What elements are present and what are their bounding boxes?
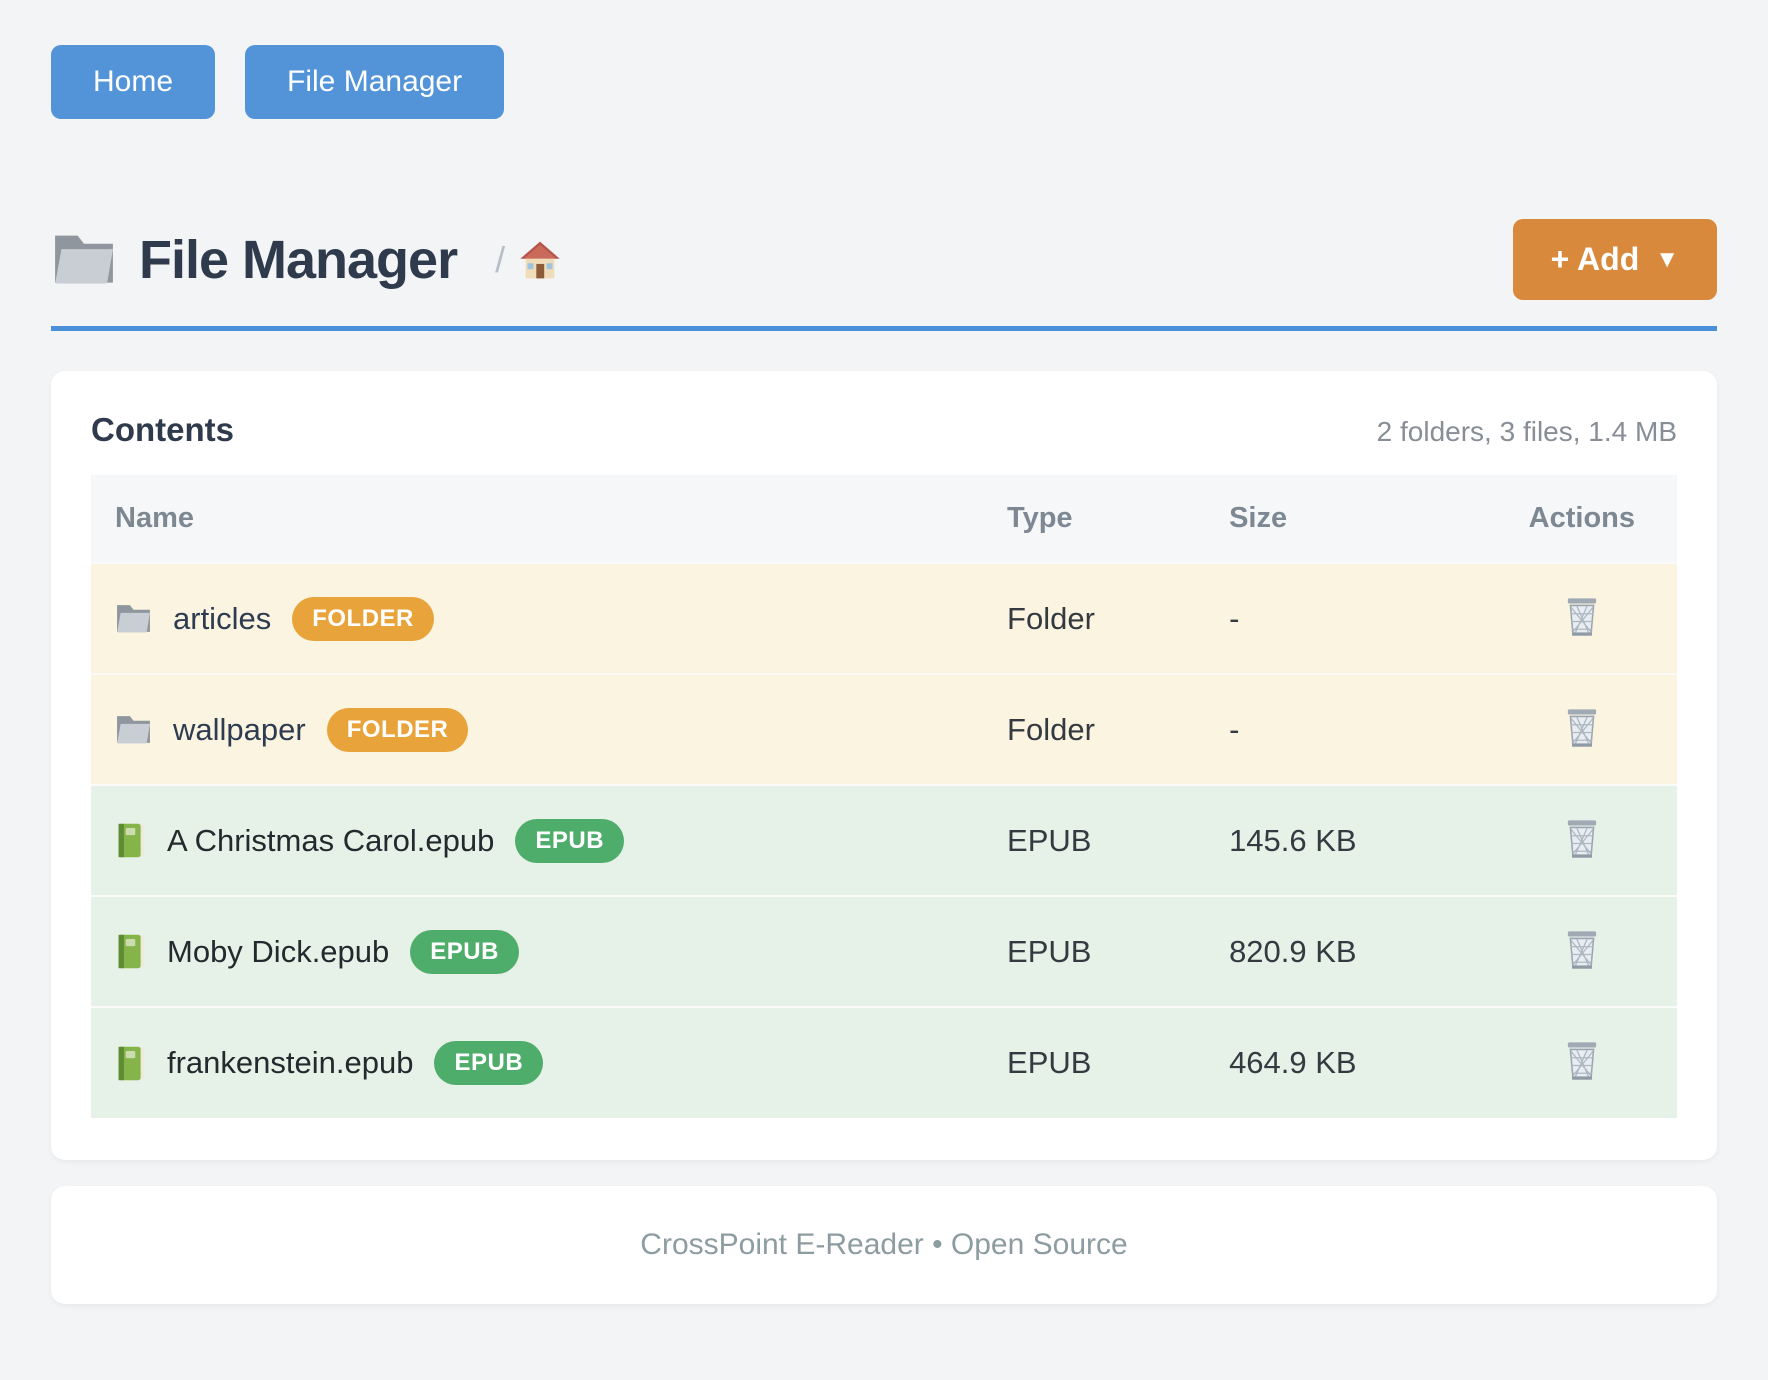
folder-icon (51, 232, 117, 288)
contents-summary: 2 folders, 3 files, 1.4 MB (1376, 416, 1677, 447)
size-cell: - (1217, 673, 1487, 785)
page-header: File Manager / + Add ▼ (51, 219, 1717, 300)
delete-button[interactable] (1560, 1037, 1604, 1088)
type-cell: Folder (995, 673, 1218, 785)
type-cell: EPUB (995, 784, 1218, 896)
table-row[interactable]: articles FOLDER Folder - (91, 562, 1677, 674)
size-cell: 820.9 KB (1217, 895, 1487, 1007)
trash-icon (1564, 708, 1600, 748)
column-header-actions: Actions (1486, 475, 1677, 563)
delete-button[interactable] (1560, 704, 1604, 755)
book-icon (115, 822, 146, 859)
table-row[interactable]: A Christmas Carol.epub EPUB EPUB 145.6 K… (91, 784, 1677, 896)
type-badge: FOLDER (292, 596, 434, 641)
type-badge: EPUB (515, 818, 625, 863)
page-title: File Manager (139, 229, 458, 290)
folder-icon (115, 603, 152, 635)
type-badge: EPUB (410, 929, 519, 974)
file-name[interactable]: frankenstein.epub (167, 1045, 414, 1080)
footer-text: CrossPoint E-Reader • Open Source (640, 1228, 1128, 1261)
contents-card: Contents 2 folders, 3 files, 1.4 MB Name… (51, 371, 1717, 1160)
file-manager-button[interactable]: File Manager (245, 45, 505, 119)
size-cell: 145.6 KB (1217, 784, 1487, 896)
file-name[interactable]: A Christmas Carol.epub (167, 822, 495, 858)
contents-table-body: articles FOLDER Folder - (91, 562, 1677, 1118)
header-divider (51, 326, 1717, 331)
house-icon[interactable] (519, 240, 561, 280)
breadcrumb-separator: / (495, 238, 506, 280)
file-name[interactable]: Moby Dick.epub (167, 933, 390, 969)
breadcrumb: / (495, 239, 561, 281)
page: Home File Manager File Manager / (51, 45, 1717, 1304)
card-title: Contents (91, 411, 234, 448)
column-header-name: Name (91, 475, 996, 563)
column-header-type: Type (995, 475, 1218, 563)
delete-button[interactable] (1560, 926, 1604, 977)
top-nav: Home File Manager (51, 45, 1717, 119)
table-row[interactable]: frankenstein.epub EPUB EPUB 464.9 KB (91, 1006, 1677, 1118)
add-button[interactable]: + Add ▼ (1512, 219, 1717, 300)
type-cell: Folder (995, 562, 1218, 674)
chevron-down-icon: ▼ (1655, 245, 1679, 273)
trash-icon (1564, 819, 1600, 859)
delete-button[interactable] (1560, 593, 1604, 644)
column-header-size: Size (1217, 475, 1487, 563)
trash-icon (1564, 1041, 1600, 1081)
table-row[interactable]: wallpaper FOLDER Folder - (91, 673, 1677, 785)
trash-icon (1564, 930, 1600, 970)
size-cell: 464.9 KB (1217, 1006, 1487, 1118)
file-name[interactable]: wallpaper (173, 711, 306, 747)
type-badge: FOLDER (326, 707, 469, 752)
add-button-label: + Add (1550, 241, 1640, 277)
folder-icon (115, 714, 152, 746)
book-icon (115, 1045, 146, 1082)
table-row[interactable]: Moby Dick.epub EPUB EPUB 820.9 KB (91, 895, 1677, 1007)
type-cell: EPUB (995, 895, 1218, 1007)
delete-button[interactable] (1560, 815, 1604, 866)
footer: CrossPoint E-Reader • Open Source (51, 1186, 1717, 1304)
trash-icon (1564, 597, 1600, 637)
file-name[interactable]: articles (173, 600, 272, 636)
size-cell: - (1217, 562, 1487, 674)
home-button[interactable]: Home (51, 45, 216, 119)
book-icon (115, 933, 146, 970)
table-header-row: Name Type Size Actions (91, 475, 1677, 563)
contents-table: Name Type Size Actions articles FOLDER (91, 475, 1677, 1118)
type-badge: EPUB (434, 1041, 544, 1085)
type-cell: EPUB (995, 1006, 1218, 1118)
